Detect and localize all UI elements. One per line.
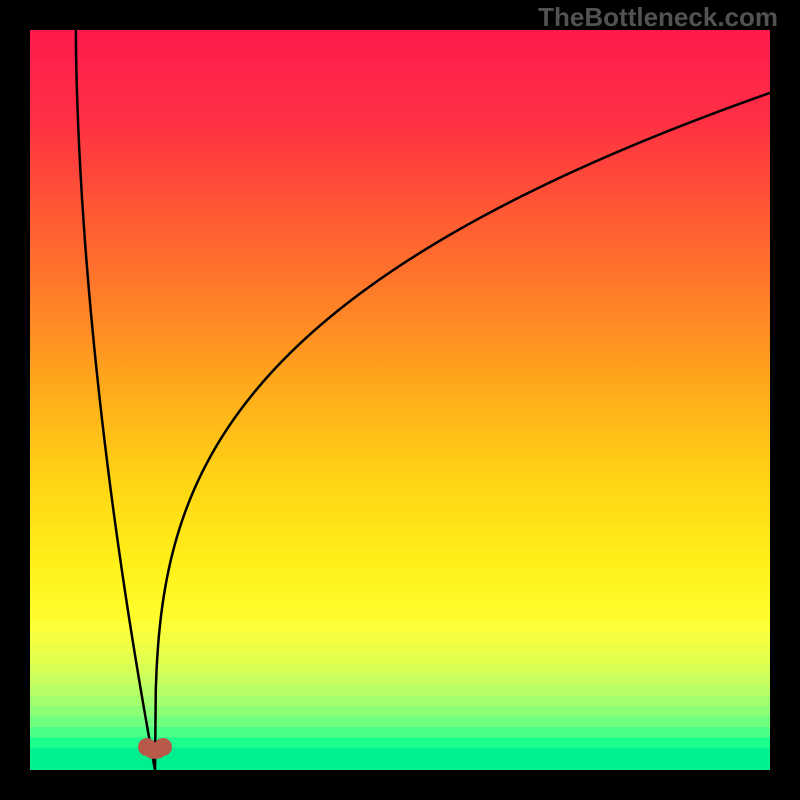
watermark-text: TheBottleneck.com [538, 2, 778, 33]
chart-svg [0, 0, 800, 800]
plot-area [30, 30, 770, 770]
chart-container: TheBottleneck.com [0, 0, 800, 800]
